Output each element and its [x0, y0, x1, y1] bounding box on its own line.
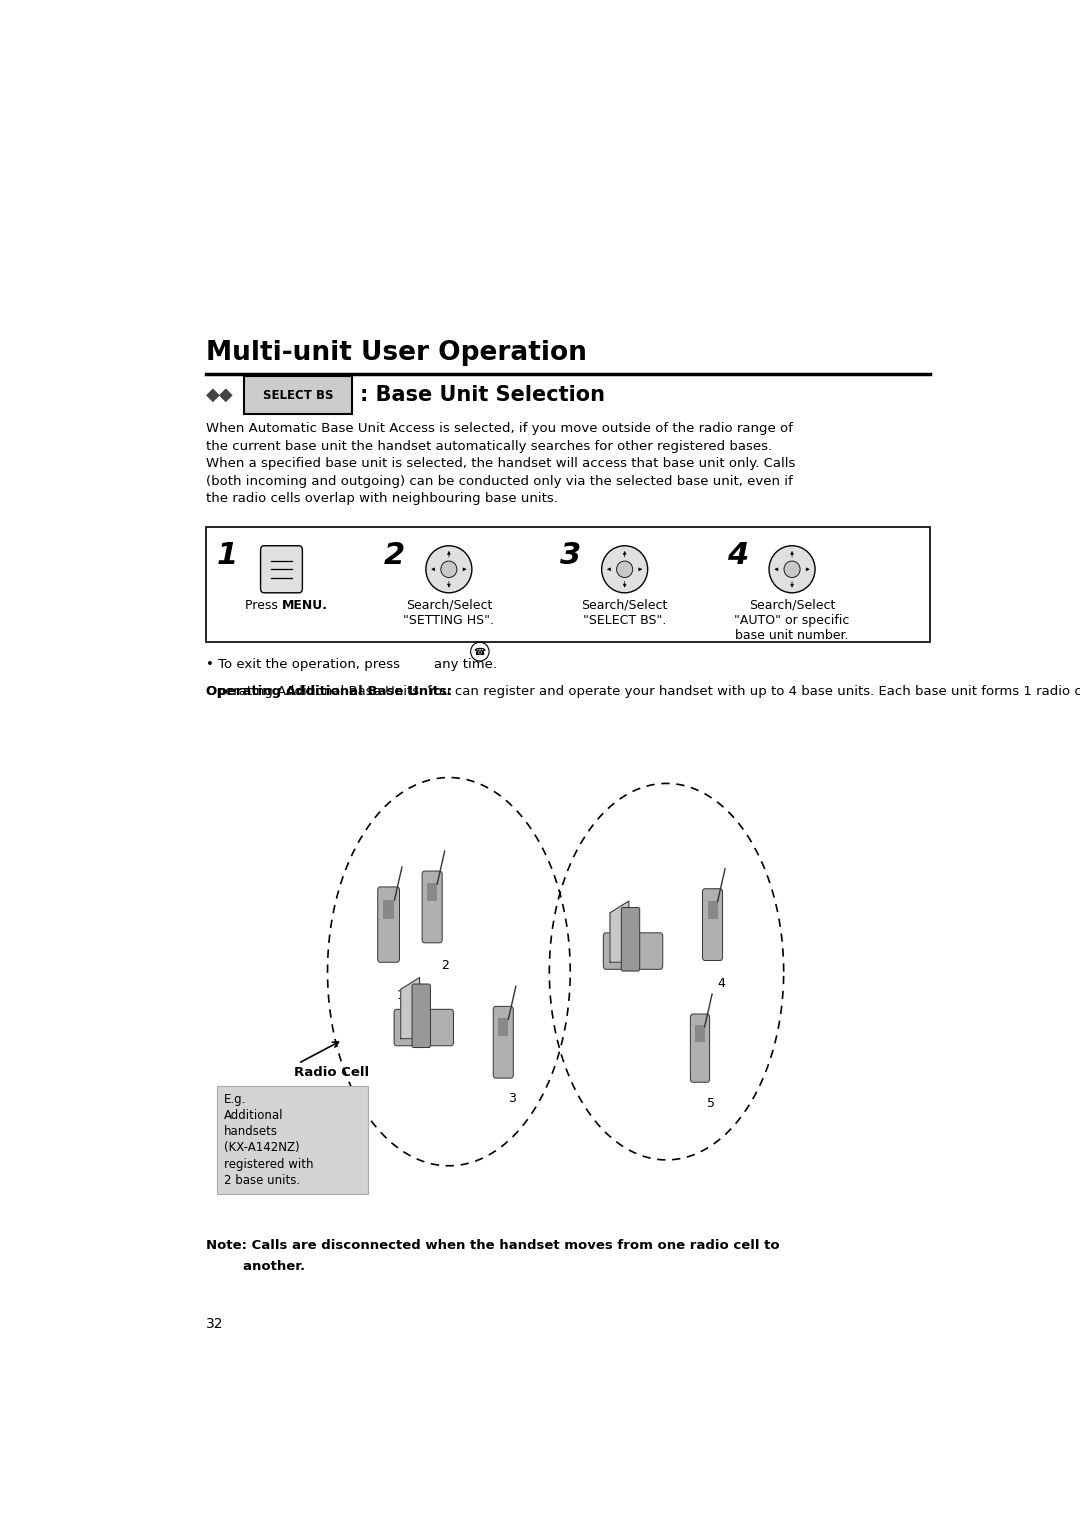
Bar	[427, 883, 437, 902]
Text: SELECT BS: SELECT BS	[262, 388, 333, 402]
Text: MENU.: MENU.	[282, 599, 327, 611]
Text: 3: 3	[559, 541, 581, 570]
Ellipse shape	[426, 545, 472, 593]
Bar	[206, 527, 930, 642]
Text: base unit number.: base unit number.	[735, 630, 849, 642]
Text: Radio Cell: Radio Cell	[294, 1067, 369, 1079]
FancyBboxPatch shape	[494, 1007, 513, 1079]
Text: Search/Select: Search/Select	[581, 599, 667, 611]
Text: : Base Unit Selection: : Base Unit Selection	[360, 385, 605, 405]
Text: 5: 5	[706, 1097, 715, 1109]
Polygon shape	[610, 902, 629, 963]
Text: 2: 2	[383, 541, 405, 570]
FancyBboxPatch shape	[604, 932, 663, 969]
Text: Operating Additional Base Units: You can register and operate your handset with : Operating Additional Base Units: You can…	[206, 685, 1080, 698]
Text: Note: Calls are disconnected when the handset moves from one radio cell to: Note: Calls are disconnected when the ha…	[206, 1239, 780, 1251]
Text: 2: 2	[442, 960, 449, 972]
Text: Operating Additional Base Units:: Operating Additional Base Units:	[206, 685, 453, 698]
Text: Press: Press	[244, 599, 282, 611]
Text: Search/Select: Search/Select	[748, 599, 835, 611]
FancyBboxPatch shape	[378, 886, 400, 963]
Polygon shape	[401, 978, 419, 1039]
Ellipse shape	[602, 545, 648, 593]
Bar	[696, 1025, 704, 1042]
Text: Multi-unit User Operation: Multi-unit User Operation	[206, 339, 588, 365]
Text: 3: 3	[508, 1093, 515, 1105]
Text: "SELECT BS".: "SELECT BS".	[583, 614, 666, 626]
FancyBboxPatch shape	[621, 908, 639, 972]
Ellipse shape	[617, 561, 633, 578]
Ellipse shape	[441, 561, 457, 578]
FancyBboxPatch shape	[422, 871, 442, 943]
Ellipse shape	[769, 545, 815, 593]
Text: 4: 4	[717, 976, 725, 990]
Text: 1: 1	[396, 989, 404, 1002]
Bar	[382, 900, 394, 918]
FancyBboxPatch shape	[244, 376, 352, 414]
Text: Search/Select: Search/Select	[406, 599, 492, 611]
Bar	[498, 1018, 509, 1036]
Text: When Automatic Base Unit Access is selected, if you move outside of the radio ra: When Automatic Base Unit Access is selec…	[206, 422, 796, 506]
Text: E.g.
Additional
handsets
(KX-A142NZ)
registered with
2 base units.: E.g. Additional handsets (KX-A142NZ) reg…	[224, 1093, 313, 1187]
Text: 1: 1	[216, 541, 238, 570]
FancyBboxPatch shape	[702, 889, 723, 961]
Text: • To exit the operation, press        any time.: • To exit the operation, press any time.	[206, 657, 497, 671]
Text: 4: 4	[727, 541, 748, 570]
FancyBboxPatch shape	[260, 545, 302, 593]
Text: 32: 32	[206, 1317, 224, 1331]
Text: another.: another.	[206, 1261, 306, 1273]
FancyBboxPatch shape	[394, 1010, 454, 1045]
Ellipse shape	[784, 561, 800, 578]
Text: "AUTO" or specific: "AUTO" or specific	[734, 614, 850, 626]
Bar	[707, 900, 717, 918]
Text: ☎: ☎	[474, 646, 486, 657]
FancyBboxPatch shape	[413, 984, 431, 1048]
Bar	[217, 1086, 367, 1193]
Text: "SETTING HS".: "SETTING HS".	[403, 614, 495, 626]
Text: ◆◆: ◆◆	[206, 387, 234, 403]
FancyBboxPatch shape	[690, 1015, 710, 1082]
